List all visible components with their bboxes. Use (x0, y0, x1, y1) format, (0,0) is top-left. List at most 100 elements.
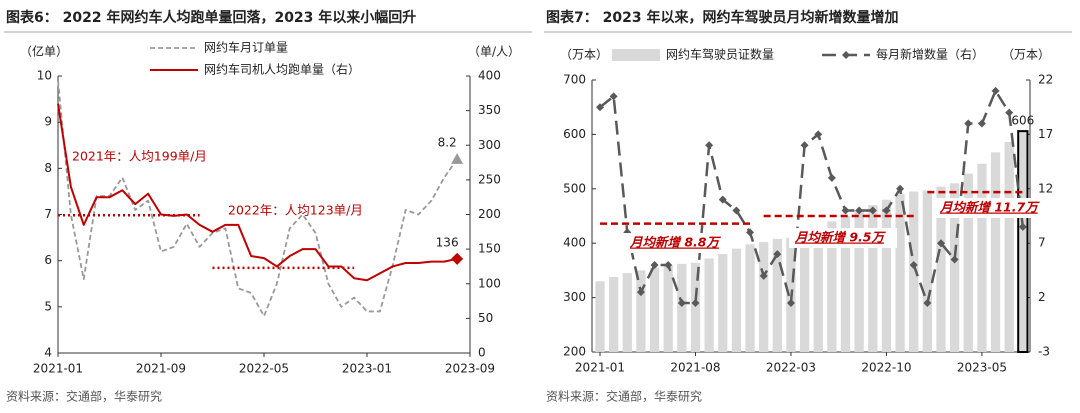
marker (664, 260, 673, 269)
bar (731, 248, 742, 352)
bar (990, 152, 1001, 352)
bar (977, 163, 987, 352)
bar (745, 244, 755, 352)
bar (922, 190, 932, 352)
value-label: 606 (1011, 114, 1034, 128)
y2-tick-label: 300 (478, 138, 501, 152)
chart-title: 图表7： 2023 年以来，网约车驾驶员月均新增数量增加 (546, 9, 898, 26)
marker (650, 260, 659, 269)
y2-tick-label: 2 (1038, 290, 1046, 304)
marker (950, 255, 959, 264)
y-tick-label: 400 (563, 236, 586, 250)
marker (759, 271, 768, 280)
note-box (934, 198, 1042, 218)
marker (746, 228, 755, 237)
y2-tick-label: 0 (478, 346, 486, 360)
annotation: 2022年：人均123单/月 (228, 203, 363, 218)
y-tick-label: 7 (44, 207, 52, 221)
x-tick-label: 2022-10 (861, 361, 911, 375)
y2-tick-label: 12 (1038, 181, 1053, 195)
marker (773, 250, 782, 259)
footer: 资料来源：交通部，华泰研究 (546, 389, 702, 404)
y2-tick-label: 250 (478, 172, 501, 186)
x-tick-label: 2022-03 (766, 361, 816, 375)
bar (649, 267, 660, 352)
footer: 资料来源：交通部，华泰研究 (6, 389, 162, 404)
marker (896, 184, 905, 193)
bar (854, 210, 864, 352)
y-tick-label: 700 (563, 73, 586, 87)
bar (759, 242, 769, 352)
x-tick-label: 2021-08 (670, 361, 720, 375)
y2-tick-label: 150 (478, 242, 501, 256)
legend-marker (842, 51, 850, 59)
y2-tick-label: 50 (478, 311, 493, 325)
bar (963, 173, 973, 352)
y-tick-label: 6 (44, 253, 52, 267)
bar (936, 186, 946, 352)
bar (1004, 142, 1014, 352)
marker (705, 141, 714, 150)
bar (881, 199, 892, 352)
annotation: 月均新增 11.7万 (939, 200, 1040, 215)
legend-label: 网约车司机人均跑单量（右） (204, 62, 360, 77)
y-tick-label: 200 (563, 345, 586, 359)
bar (677, 263, 687, 352)
bar (636, 270, 646, 352)
y-tick-label: 8 (44, 161, 52, 175)
value-label: 8.2 (438, 136, 457, 150)
y2-tick-label: 17 (1038, 127, 1053, 141)
line-series (57, 103, 458, 282)
y2-tick-label: 200 (478, 207, 501, 221)
y-axis-label: （万本） (560, 48, 608, 62)
bar (827, 221, 837, 352)
marker (677, 299, 686, 308)
annotation: 2021年：人均199单/月 (72, 149, 207, 164)
bar (909, 191, 919, 352)
marker (923, 299, 932, 308)
x-tick-label: 2021-09 (136, 362, 186, 376)
marker (732, 206, 741, 215)
annotation: 月均新增 8.8万 (629, 235, 721, 250)
bar (690, 262, 701, 352)
bar (704, 258, 714, 352)
y2-tick-label: 100 (478, 276, 501, 290)
y-axis-label: （亿单） (20, 44, 68, 59)
marker (991, 86, 1000, 95)
x-tick-label: 2023-09 (445, 362, 495, 376)
marker (451, 252, 464, 265)
bar (772, 238, 782, 352)
note-box (789, 228, 897, 248)
marker (691, 299, 700, 308)
marker (814, 130, 823, 139)
y-tick-label: 600 (563, 127, 586, 141)
x-tick-label: 2023-05 (957, 361, 1007, 375)
bar (609, 276, 619, 352)
marker (786, 299, 795, 308)
y-tick-label: 5 (44, 299, 52, 313)
marker (609, 92, 618, 101)
bar (718, 254, 728, 352)
marker (1018, 222, 1027, 231)
marker (868, 206, 877, 215)
legend-label: 网约车月订单量 (204, 40, 288, 55)
marker (800, 141, 809, 150)
y2-tick-label: 350 (478, 103, 501, 117)
marker (882, 206, 891, 215)
y-tick-label: 500 (563, 181, 586, 195)
line-series (57, 80, 458, 317)
bar (595, 281, 605, 352)
y2-tick-label: -3 (1038, 345, 1050, 359)
y2-tick-label: 400 (478, 69, 501, 83)
note-box (624, 233, 732, 253)
y-tick-label: 300 (563, 290, 586, 304)
y-tick-label: 10 (37, 69, 52, 83)
legend-label: 每月新增数量（右） (876, 47, 984, 62)
marker (841, 206, 850, 215)
x-tick-label: 2022-05 (239, 362, 289, 376)
x-tick-label: 2021-01 (575, 361, 625, 375)
line-series (599, 89, 1025, 305)
marker (977, 119, 986, 128)
bar (868, 205, 878, 352)
